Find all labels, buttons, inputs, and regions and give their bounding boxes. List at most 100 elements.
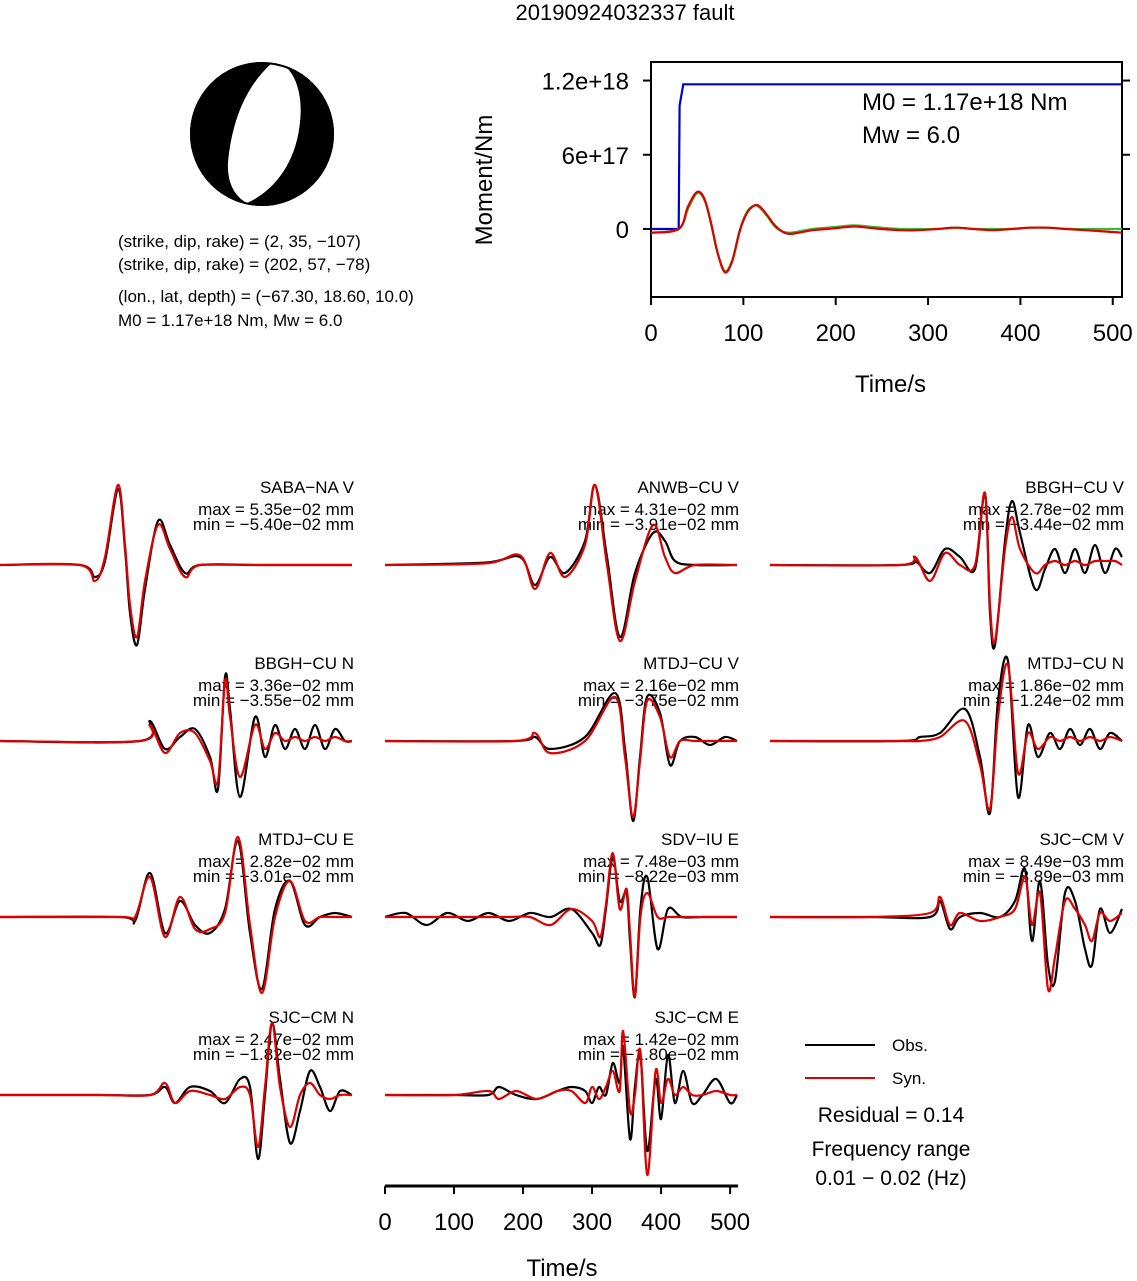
- syn-trace: [0, 483, 352, 639]
- waveform-time-axis: 0 100 200 300 400 500 Time/s: [378, 1184, 750, 1281]
- station-min: min = −1.80e−02 mm: [578, 1045, 739, 1064]
- station-name: BBGH−CU V: [1025, 478, 1124, 497]
- waveform-xtick-label: 300: [572, 1209, 612, 1236]
- mechanism-line-2: (strike, dip, rake) = (202, 57, −78): [118, 255, 370, 274]
- moment-annotation-mw: Mw = 6.0: [862, 122, 960, 149]
- station-max: max = 2.78e−02 mm: [968, 500, 1124, 519]
- waveform-xtick-label: 100: [434, 1209, 474, 1236]
- mechanism-line-1: (strike, dip, rake) = (2, 35, −107): [118, 232, 361, 251]
- station-name: ANWB−CU V: [637, 478, 739, 497]
- beachball-white-cap: [272, 63, 288, 68]
- waveform-xtick-label: 400: [641, 1209, 681, 1236]
- moment-ytick-label: 1.2e+18: [542, 69, 629, 96]
- station-min: min = −5.40e−02 mm: [193, 515, 354, 534]
- station-name: SABA−NA V: [260, 478, 355, 497]
- station-max: max = 2.16e−02 mm: [583, 676, 739, 695]
- syn-trace: [0, 677, 353, 786]
- moment-plot: 0 100 200 300 400 500 0 6e+17 1.2e+18 Time/s Momen…: [471, 61, 1133, 398]
- station-name: SDV−IU E: [661, 830, 739, 849]
- beachball-white-lune: [227, 63, 301, 203]
- station-min: min = −3.55e−02 mm: [193, 691, 354, 710]
- beachball-border: [190, 62, 334, 206]
- syn-trace: [385, 851, 737, 999]
- station-name: SJC−CM E: [654, 1008, 739, 1027]
- obs-trace: [770, 867, 1124, 988]
- moment-xtick-label: 500: [1093, 320, 1133, 347]
- moment-ylabel: Moment/Nm: [471, 115, 498, 246]
- waveform-xtick-label: 0: [378, 1209, 391, 1236]
- moment-xtick-label: 0: [644, 320, 657, 347]
- station-name: SJC−CM V: [1039, 830, 1124, 849]
- station-max: max = 5.35e−02 mm: [198, 500, 354, 519]
- obs-trace: [0, 1021, 353, 1161]
- station-name: BBGH−CU N: [254, 654, 354, 673]
- syn-trace: [384, 483, 738, 643]
- frequency-range: 0.01 − 0.02 (Hz): [815, 1167, 966, 1190]
- mechanism-line-4: M0 = 1.17e+18 Nm, Mw = 6.0: [118, 311, 342, 330]
- obs-trace: [769, 655, 1123, 816]
- station-max: max = 1.86e−02 mm: [968, 676, 1124, 695]
- moment-ytick-label: 6e+17: [562, 143, 629, 170]
- moment-ytick-label: 0: [616, 217, 629, 244]
- legend-syn-label: Syn.: [892, 1069, 926, 1088]
- beachball: [190, 62, 334, 206]
- station-min: min = −8.89e−03 mm: [963, 867, 1124, 886]
- legend-obs-label: Obs.: [892, 1036, 928, 1055]
- moment-plot-frame: [650, 61, 1123, 298]
- station-max: max = 7.48e−03 mm: [583, 852, 739, 871]
- residual-label: Residual = 0.14: [818, 1104, 965, 1127]
- station-min: min = −3.91e−02 mm: [578, 515, 739, 534]
- moment-series-red: [650, 190, 1123, 274]
- waveform-xlabel: Time/s: [526, 1255, 597, 1281]
- syn-trace: [384, 695, 737, 819]
- syn-trace: [770, 662, 1123, 812]
- station-name: MTDJ−CU V: [643, 654, 740, 673]
- syn-trace: [769, 491, 1123, 645]
- legend: Obs. Syn.: [805, 1036, 928, 1088]
- obs-trace: [769, 491, 1123, 650]
- waveform-xtick-label: 500: [710, 1209, 750, 1236]
- moment-xtick-label: 400: [1000, 320, 1040, 347]
- frequency-label: Frequency range: [812, 1138, 971, 1161]
- mechanism-line-3: (lon., lat, depth) = (−67.30, 18.60, 10.…: [118, 287, 414, 306]
- figure-title: 20190924032337 fault: [516, 0, 735, 25]
- syn-trace: [384, 1029, 738, 1177]
- station-min: min = −3.01e−02 mm: [193, 867, 354, 886]
- syn-trace: [0, 835, 352, 995]
- station-name: SJC−CM N: [269, 1008, 354, 1027]
- station-max: max = 8.49e−03 mm: [968, 852, 1124, 871]
- station-min: min = −8.22e−03 mm: [578, 867, 739, 886]
- station-min: min = −1.82e−02 mm: [193, 1045, 354, 1064]
- station-min: min = −1.24e−02 mm: [963, 691, 1124, 710]
- station-max: max = 2.82e−02 mm: [198, 852, 354, 871]
- moment-xtick-label: 300: [908, 320, 948, 347]
- moment-annotation-m0: M0 = 1.17e+18 Nm: [862, 89, 1067, 116]
- syn-trace: [0, 1021, 353, 1149]
- station-name: MTDJ−CU E: [258, 830, 354, 849]
- moment-xlabel: Time/s: [855, 371, 926, 398]
- moment-series-green: [650, 191, 1122, 273]
- obs-trace: [0, 672, 353, 799]
- station-min: min = −3.44e−02 mm: [963, 515, 1124, 534]
- waveform-xtick-label: 200: [503, 1209, 543, 1236]
- moment-xtick-label: 100: [723, 320, 763, 347]
- station-max: max = 4.31e−02 mm: [583, 500, 739, 519]
- station-max: max = 3.36e−02 mm: [198, 676, 354, 695]
- station-name: MTDJ−CU N: [1027, 654, 1124, 673]
- obs-trace: [384, 691, 738, 823]
- moment-series-blue: [651, 83, 1122, 231]
- syn-trace: [769, 875, 1123, 993]
- moment-xtick-label: 200: [816, 320, 856, 347]
